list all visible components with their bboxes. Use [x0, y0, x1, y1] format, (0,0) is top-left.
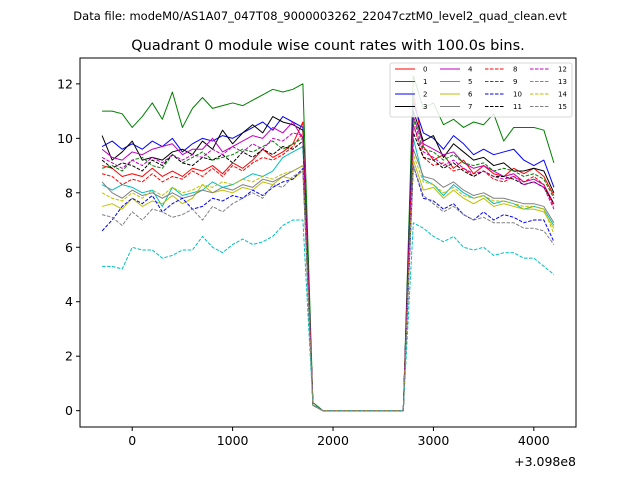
plot-area: [79, 57, 577, 428]
series-lines: [101, 75, 555, 412]
series-line-4: [101, 116, 555, 412]
legend-label-5: 5: [468, 78, 472, 86]
legend-label-6: 6: [468, 91, 473, 99]
legend-label-2: 2: [423, 91, 427, 99]
legend-label-0: 0: [423, 66, 427, 74]
y-tick-label: 4: [65, 294, 73, 309]
series-line-11: [101, 132, 555, 412]
legend-label-4: 4: [468, 66, 473, 74]
series-line-13: [102, 219, 555, 412]
legend-label-7: 7: [468, 103, 472, 111]
legend-label-8: 8: [513, 66, 517, 74]
legend-box: [389, 62, 573, 118]
legend-label-14: 14: [558, 91, 567, 99]
y-tick-label: 6: [65, 240, 73, 255]
x-tick-label: 4000: [518, 433, 550, 448]
series-line-15: [101, 165, 555, 412]
legend-label-9: 9: [513, 78, 517, 86]
series-line-7: [101, 148, 555, 412]
legend-label-3: 3: [423, 103, 427, 111]
series-line-2: [101, 102, 555, 412]
x-tick-label: 2000: [317, 433, 349, 448]
chart-title: Quadrant 0 module wise count rates with …: [131, 38, 525, 54]
series-line-0: [101, 94, 555, 412]
legend-label-15: 15: [558, 103, 567, 111]
y-tick-label: 2: [65, 349, 73, 364]
legend-label-12: 12: [558, 66, 567, 74]
x-tick-label: 1000: [217, 433, 249, 448]
series-line-1: [102, 75, 555, 412]
legend-label-10: 10: [513, 91, 522, 99]
series-line-5: [101, 137, 555, 412]
y-tick-label: 0: [65, 403, 73, 418]
x-axis: 0 1000 2000 3000 4000: [128, 427, 550, 448]
series-line-3: [101, 110, 555, 412]
y-tick-label: 12: [57, 76, 73, 91]
y-axis: 0 2 4 6 8 10 12: [57, 76, 80, 418]
axes-frame: [79, 57, 577, 428]
series-line-10: [101, 165, 555, 412]
legend-label-11: 11: [513, 103, 522, 111]
y-tick-label: 10: [57, 131, 73, 146]
x-tick-label: 3000: [418, 433, 450, 448]
legend-label-1: 1: [423, 78, 427, 86]
x-axis-offset-label: +3.098e8: [514, 454, 576, 469]
x-tick-label: 0: [128, 433, 136, 448]
data-file-label: Data file: modeM0/AS1A07_047T08_90000032…: [73, 9, 567, 23]
series-line-9: [101, 118, 555, 412]
y-tick-label: 8: [65, 185, 73, 200]
legend-label-13: 13: [558, 78, 567, 86]
